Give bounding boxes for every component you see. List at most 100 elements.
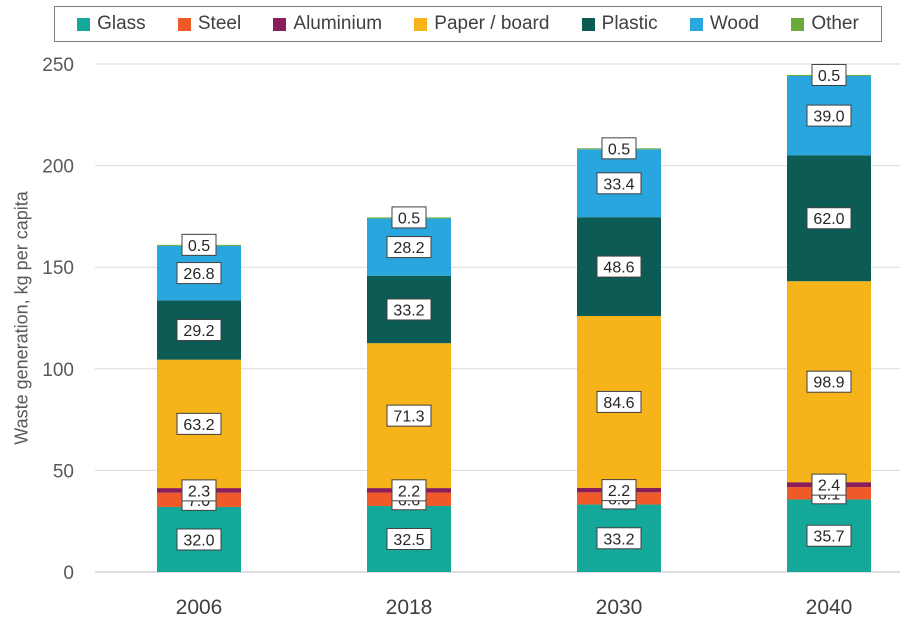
data-label-box — [386, 527, 432, 550]
y-tick-label: 100 — [42, 360, 74, 381]
legend-label: Paper / board — [434, 13, 550, 34]
legend-item: Aluminium — [273, 13, 382, 35]
x-tick-label: 2006 — [176, 596, 223, 619]
legend-label: Steel — [197, 13, 242, 34]
legend-swatch — [414, 17, 428, 31]
data-label-box — [176, 262, 222, 285]
y-tick-label: 150 — [42, 258, 74, 279]
legend-item: Wood — [689, 13, 760, 35]
x-tick-label: 2018 — [386, 596, 433, 619]
legend-item: Paper / board — [414, 13, 549, 35]
data-label-text: 98.9 — [813, 375, 844, 392]
data-label-box — [811, 473, 847, 496]
x-tick-label: 2040 — [806, 596, 853, 619]
data-label: 0.5 — [811, 63, 847, 86]
data-label-box — [391, 206, 427, 229]
legend-swatch — [581, 17, 595, 31]
legend-label: Aluminium — [293, 13, 383, 34]
data-label-box — [806, 104, 852, 127]
data-label-box — [181, 479, 217, 502]
legend-label: Plastic — [601, 13, 658, 34]
data-label: 84.6 — [596, 390, 642, 413]
data-label-text: 2.4 — [818, 478, 840, 495]
data-label-text: 0.5 — [608, 141, 630, 158]
data-label-box — [806, 370, 852, 393]
data-label: 0.5 — [181, 233, 217, 256]
data-label: 71.3 — [386, 404, 432, 427]
data-label-text: 0.5 — [188, 238, 210, 255]
data-label: 29.2 — [176, 318, 222, 341]
legend-swatch — [77, 17, 91, 31]
chart-legend: Glass Steel Aluminium Paper / board Plastic W… — [54, 6, 882, 42]
data-label-box — [596, 390, 642, 413]
data-label: 98.9 — [806, 370, 852, 393]
data-label-box — [806, 524, 852, 547]
legend-item: Plastic — [581, 13, 658, 35]
y-tick-label: 200 — [42, 157, 74, 178]
data-label-text: 39.0 — [813, 109, 844, 126]
legend-item: Other — [791, 13, 859, 35]
data-label-text: 33.4 — [603, 176, 634, 193]
data-label: 39.0 — [806, 104, 852, 127]
data-label-box — [386, 236, 432, 259]
legend-swatch — [273, 17, 287, 31]
data-label-text: 33.2 — [603, 531, 634, 548]
y-tick-label: 250 — [42, 55, 74, 76]
data-label-box — [811, 63, 847, 86]
data-label-text: 32.5 — [393, 532, 424, 549]
legend-label: Other — [811, 13, 859, 34]
data-label: 28.2 — [386, 236, 432, 259]
data-label-text: 28.2 — [393, 240, 424, 257]
data-label: 33.4 — [596, 172, 642, 195]
data-label-text: 62.0 — [813, 211, 844, 228]
legend-swatch — [689, 17, 703, 31]
data-label: 35.7 — [806, 524, 852, 547]
data-label: 48.6 — [596, 255, 642, 278]
data-label-text: 0.5 — [818, 68, 840, 85]
data-label-box — [806, 207, 852, 230]
data-label: 2.3 — [181, 479, 217, 502]
data-label: 32.5 — [386, 527, 432, 550]
data-label: 2.4 — [811, 473, 847, 496]
legend-swatch — [177, 17, 191, 31]
data-label-text: 84.6 — [603, 395, 634, 412]
data-label: 2.2 — [601, 479, 637, 502]
data-label: 63.2 — [176, 412, 222, 435]
data-label-text: 0.5 — [398, 210, 420, 227]
data-label-box — [181, 233, 217, 256]
data-label-box — [386, 298, 432, 321]
data-label: 0.5 — [601, 137, 637, 160]
x-tick-label: 2030 — [596, 596, 643, 619]
data-label: 26.8 — [176, 262, 222, 285]
data-label: 33.2 — [596, 527, 642, 550]
data-label-text: 2.3 — [188, 483, 210, 500]
data-label-box — [176, 528, 222, 551]
y-tick-label: 0 — [63, 563, 74, 584]
data-label-box — [176, 318, 222, 341]
data-label-text: 29.2 — [183, 323, 214, 340]
y-tick-label: 50 — [53, 461, 74, 482]
data-label-text: 32.0 — [183, 532, 214, 549]
data-label-text: 35.7 — [813, 529, 844, 546]
data-label-box — [391, 479, 427, 502]
legend-swatch — [791, 17, 805, 31]
data-label-box — [601, 137, 637, 160]
data-label-text: 71.3 — [393, 409, 424, 426]
data-label-box — [596, 172, 642, 195]
data-label-box — [176, 412, 222, 435]
data-label-box — [601, 479, 637, 502]
data-label: 62.0 — [806, 207, 852, 230]
legend-item: Glass — [77, 13, 146, 35]
data-label-text: 33.2 — [393, 302, 424, 319]
data-label-text: 63.2 — [183, 417, 214, 434]
data-label-box — [596, 527, 642, 550]
data-label: 0.5 — [391, 206, 427, 229]
data-label-text: 26.8 — [183, 266, 214, 283]
legend-label: Wood — [709, 13, 760, 34]
data-label-text: 2.2 — [398, 483, 420, 500]
data-label-box — [386, 404, 432, 427]
data-label: 33.2 — [386, 298, 432, 321]
data-label: 2.2 — [391, 479, 427, 502]
data-label-box — [596, 255, 642, 278]
